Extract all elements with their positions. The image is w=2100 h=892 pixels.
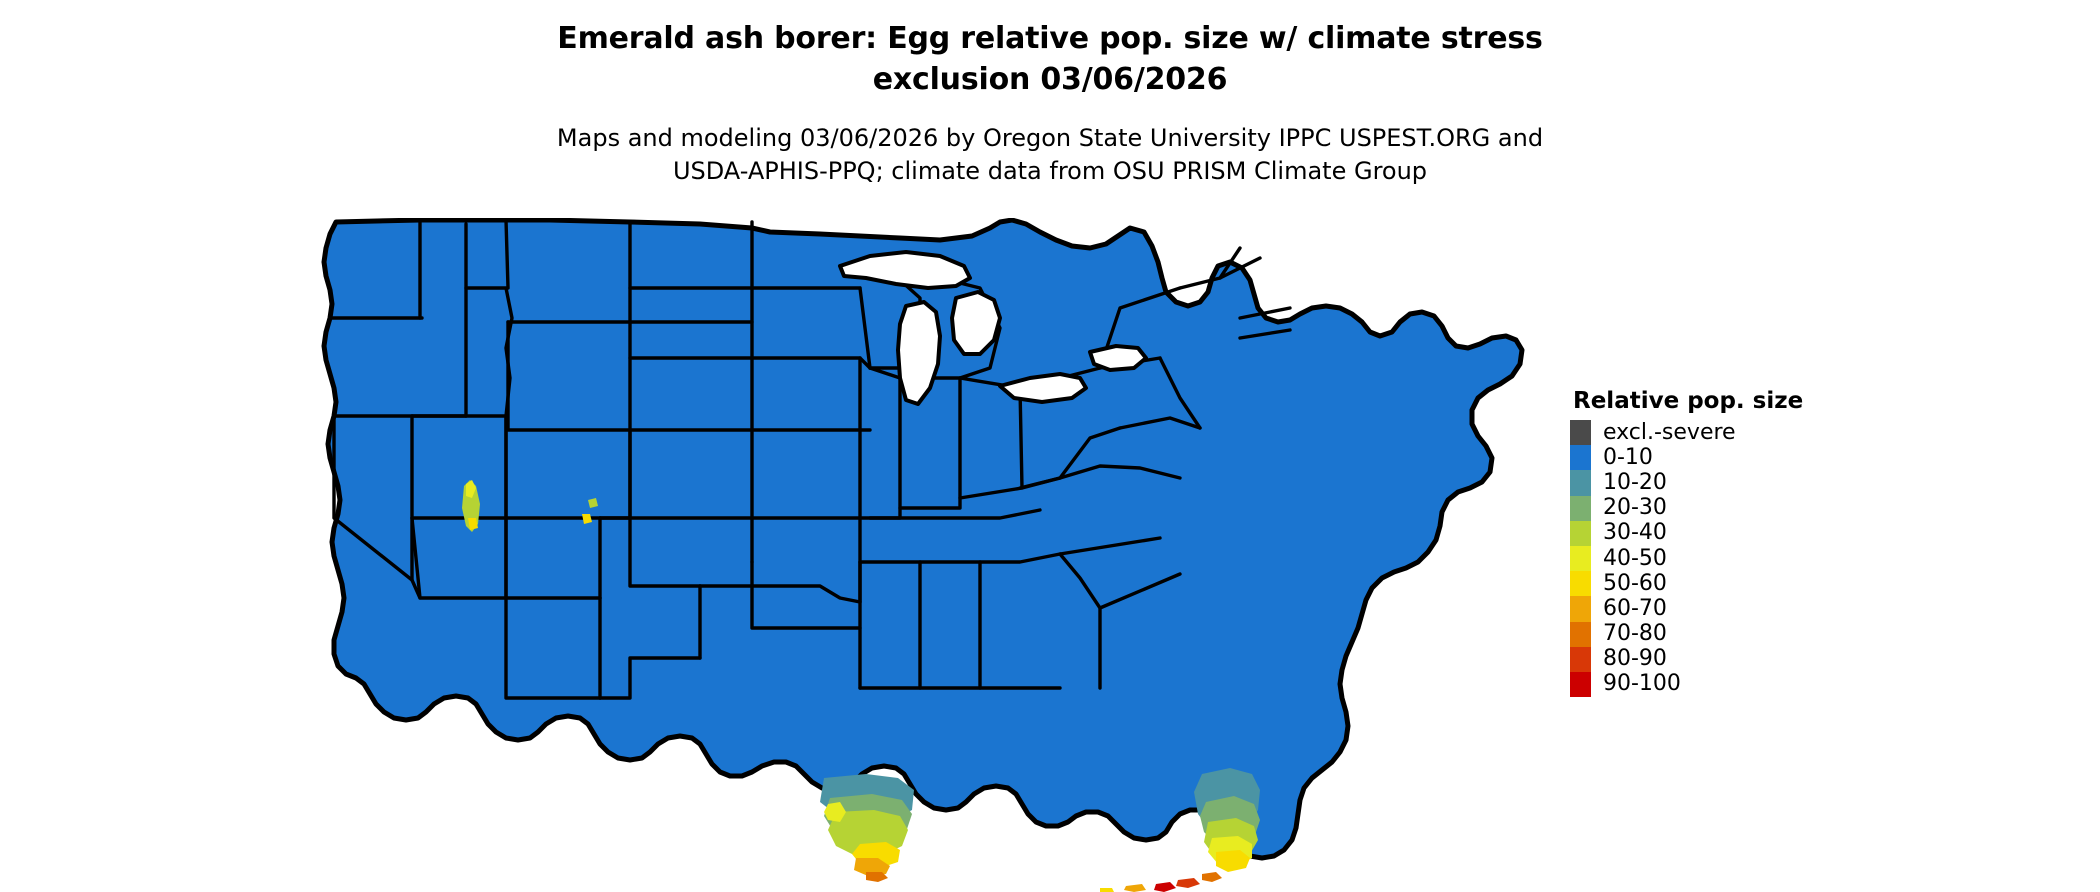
sfl-50-60	[1216, 850, 1250, 872]
lake-superior	[838, 250, 972, 290]
legend-label: 50-60	[1603, 570, 1667, 596]
legend-color-swatch	[1570, 571, 1591, 597]
legend-color-swatch	[1570, 445, 1591, 471]
imperial-valley-50-60-lower	[468, 518, 478, 530]
legend-row[interactable]: excl.-severe	[1570, 419, 1870, 446]
legend-entry-list: excl.-severe 0-10 10-20 20-30 30-40 40-50 50-6…	[1570, 419, 1870, 698]
legend-color-swatch	[1570, 646, 1591, 672]
imperial-valley-40-50	[466, 480, 476, 498]
region-south-texas	[820, 774, 914, 882]
region-south-florida	[1100, 768, 1260, 892]
page-title: Emerald ash borer: Egg relative pop. siz…	[557, 21, 1543, 97]
legend-row[interactable]: 0-10	[1570, 444, 1870, 471]
lake-ontario	[1088, 344, 1148, 372]
legend-color-swatch	[1570, 545, 1591, 572]
legend-row[interactable]: 10-20	[1570, 469, 1870, 496]
lake-erie	[998, 372, 1088, 404]
stx-70-80	[866, 872, 888, 882]
legend-color-swatch	[1570, 495, 1591, 521]
map-legend: Relative pop. size excl.-severe 0-10 10-20…	[1570, 388, 1870, 698]
legend-label: 40-50	[1603, 545, 1667, 571]
legend-row[interactable]: 60-70	[1570, 595, 1870, 622]
legend-row[interactable]: 90-100	[1570, 671, 1870, 698]
legend-row[interactable]: 20-30	[1570, 495, 1870, 521]
legend-label: 60-70	[1603, 595, 1667, 621]
legend-label: 30-40	[1603, 520, 1667, 546]
legend-title: Relative pop. size	[1573, 388, 1804, 414]
lake-michigan	[896, 300, 942, 406]
arizona-cell-30-40	[588, 498, 598, 508]
legend-label: 80-90	[1603, 646, 1667, 672]
legend-label: 70-80	[1603, 621, 1667, 647]
legend-label: 10-20	[1603, 469, 1667, 495]
legend-color-swatch	[1570, 621, 1591, 647]
fl-keys-70-80	[1202, 872, 1222, 882]
fl-keys-60-70-west	[1124, 884, 1146, 892]
choropleth-map[interactable]	[300, 218, 1560, 892]
great-lakes	[838, 250, 1148, 406]
legend-label: 90-100	[1603, 671, 1681, 697]
arizona-cell-50-60	[582, 514, 592, 524]
legend-label: 0-10	[1603, 444, 1653, 470]
legend-color-swatch	[1570, 671, 1591, 698]
legend-row[interactable]: 40-50	[1570, 545, 1870, 572]
legend-row[interactable]: 30-40	[1570, 520, 1870, 546]
figure-subtitle: Maps and modeling 03/06/2026 by Oregon S…	[556, 124, 1544, 185]
fl-keys-80-90	[1176, 878, 1200, 888]
legend-color-swatch	[1570, 520, 1591, 546]
legend-label: 20-30	[1603, 495, 1667, 521]
legend-row[interactable]: 80-90	[1570, 646, 1870, 672]
stx-40-50	[824, 802, 846, 822]
legend-color-swatch	[1570, 596, 1591, 622]
fl-keys-50-60-west	[1100, 888, 1114, 892]
region-southwest-cells	[462, 480, 598, 532]
fl-keys-90-100	[1154, 882, 1176, 892]
legend-row[interactable]: 70-80	[1570, 621, 1870, 647]
stx-60-70	[854, 858, 890, 876]
us-map-svg	[300, 218, 1560, 892]
legend-label: excl.-severe	[1603, 419, 1736, 445]
lake-huron	[950, 290, 1002, 356]
legend-color-swatch	[1570, 470, 1591, 496]
legend-row[interactable]: 50-60	[1570, 570, 1870, 597]
legend-color-swatch	[1570, 420, 1591, 446]
